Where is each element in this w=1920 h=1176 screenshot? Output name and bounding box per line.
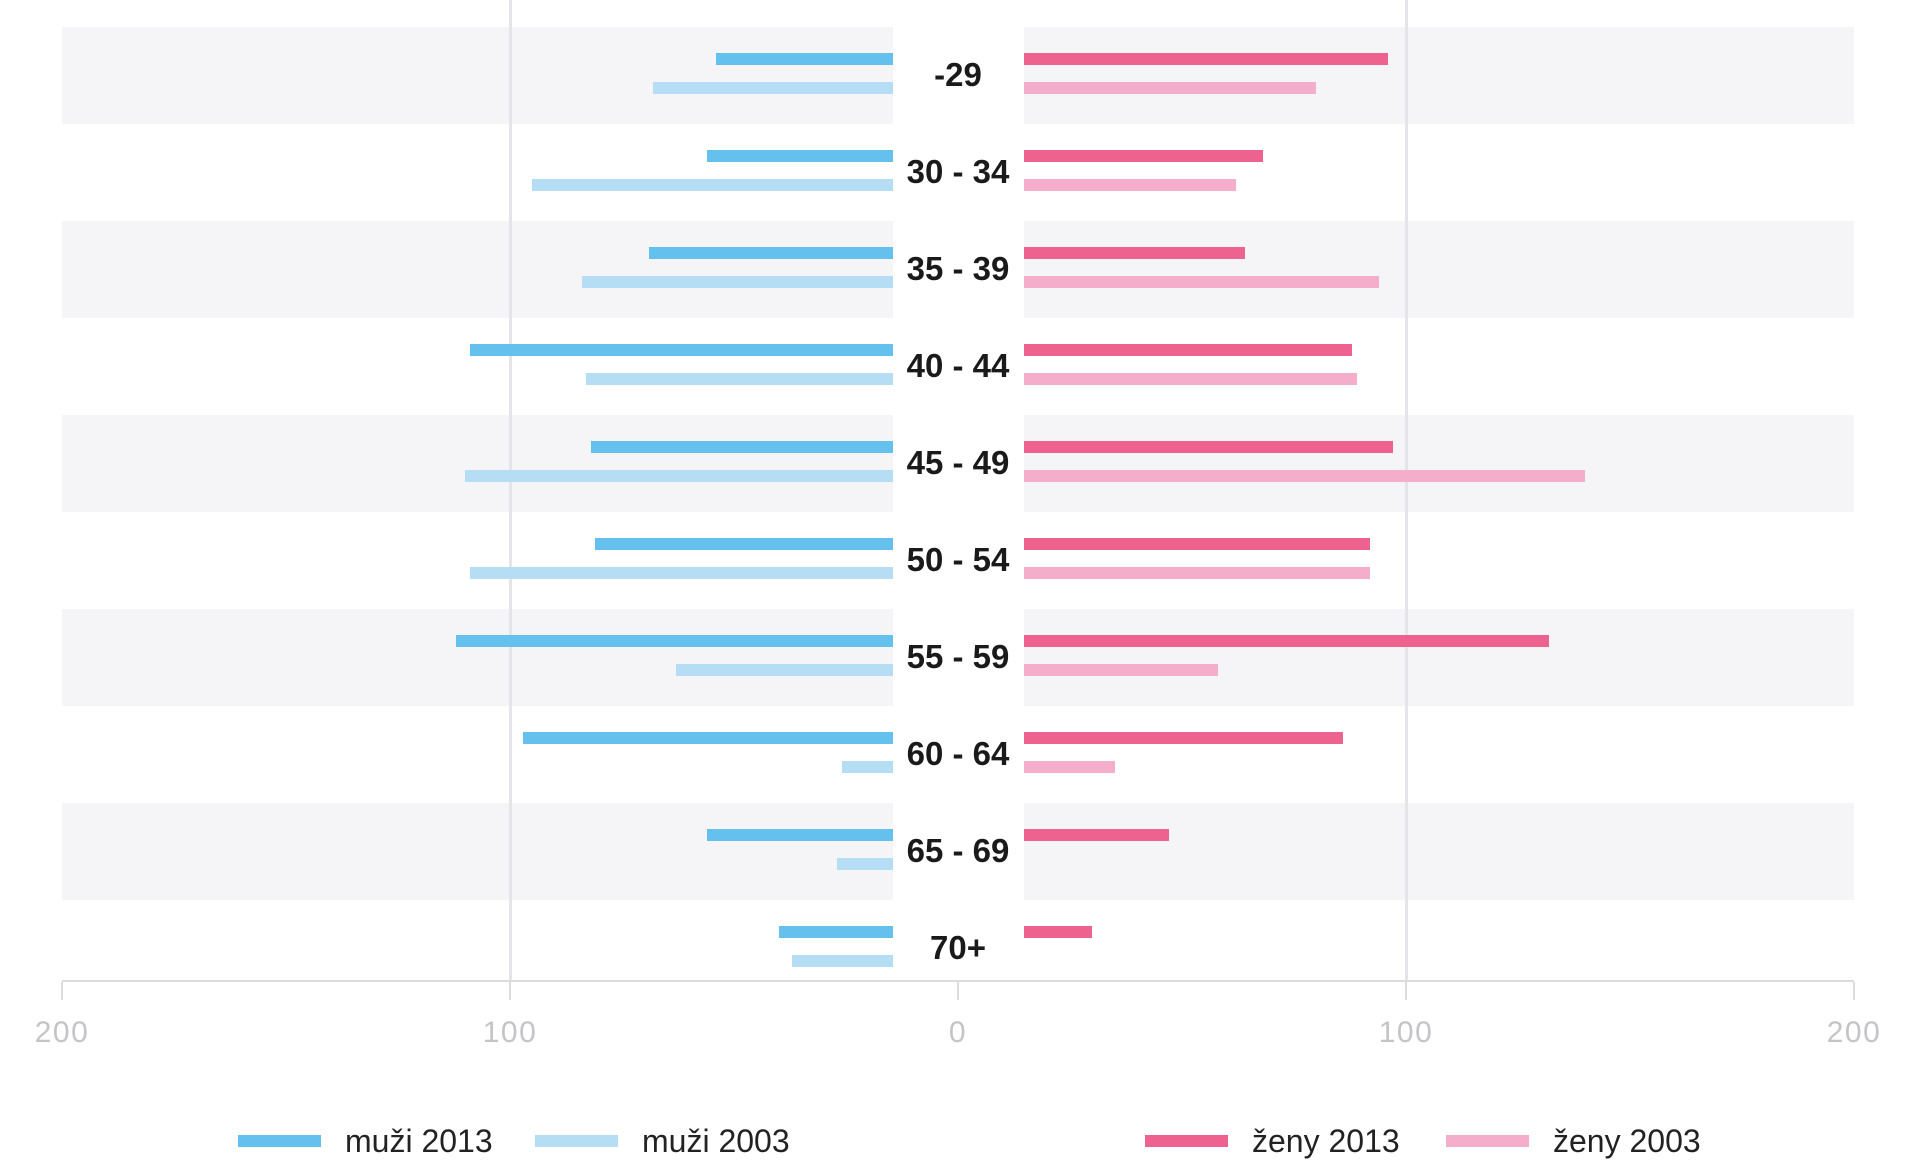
legend-item-muzi-2003: muži 2003 [535,1122,790,1160]
bar-right-2003-row-8 [1024,761,1115,773]
bar-left-2013-row-10 [778,926,893,938]
legend-item-zeny-2003: ženy 2003 [1446,1122,1701,1160]
legend-swatch-muzi-2003 [535,1135,618,1147]
x-tick-label-right-100: 100 [1378,1016,1434,1049]
x-axis-tick-4 [1405,982,1407,1000]
legend-item-muzi-2013: muži 2013 [238,1122,493,1160]
bar-left-2013-row-8 [523,732,893,744]
bar-left-2003-row-10 [792,955,893,967]
bar-right-2003-row-2 [1024,179,1236,191]
age-group-label-8: 60 - 64 [906,734,1010,772]
age-group-label-7: 55 - 59 [906,637,1010,675]
bar-right-2013-row-7 [1024,635,1550,647]
bar-right-2013-row-3 [1024,247,1245,259]
bar-left-2003-row-5 [465,470,893,482]
age-group-label-10: 70+ [930,928,986,966]
bar-left-2013-row-7 [456,635,893,647]
x-axis-tick-5 [1853,982,1855,1000]
bar-left-2003-row-3 [581,276,893,288]
bar-right-2003-row-4 [1024,373,1357,385]
bar-right-2003-row-5 [1024,470,1586,482]
bar-left-2003-row-1 [653,82,893,94]
bar-left-2013-row-2 [707,150,893,162]
bar-right-2003-row-7 [1024,664,1218,676]
bar-left-2013-row-1 [716,53,893,65]
bar-right-2003-row-6 [1024,567,1371,579]
bar-left-2003-row-8 [841,761,893,773]
bar-right-2013-row-2 [1024,150,1263,162]
bar-left-2013-row-3 [648,247,893,259]
age-group-label-4: 40 - 44 [906,346,1010,384]
bar-right-2003-row-3 [1024,276,1380,288]
age-group-label-9: 65 - 69 [906,831,1010,869]
bar-left-2003-row-9 [837,858,893,870]
bar-left-2013-row-6 [595,538,893,550]
bar-left-2003-row-2 [532,179,893,191]
age-group-label-1: -29 [934,55,982,93]
bar-left-2013-row-5 [590,441,893,453]
bar-right-2013-row-10 [1024,926,1093,938]
legend-item-zeny-2013: ženy 2013 [1145,1122,1400,1160]
x-axis-tick-3 [957,982,959,1000]
gridline-minus-100 [509,0,512,982]
bar-right-2013-row-9 [1024,829,1169,841]
legend-label-zeny-2013: ženy 2013 [1252,1122,1400,1159]
center-label-column [893,27,1024,982]
legend-label-muzi-2003: muži 2003 [642,1122,790,1159]
legend-swatch-muzi-2013 [238,1135,321,1147]
bar-right-2013-row-5 [1024,441,1393,453]
x-tick-label-left-200: 200 [34,1016,90,1049]
bar-right-2013-row-8 [1024,732,1344,744]
bar-right-2003-row-1 [1024,82,1317,94]
x-tick-label-right-200: 200 [1826,1016,1882,1049]
bar-right-2013-row-1 [1024,53,1389,65]
bar-left-2013-row-4 [469,344,893,356]
bar-left-2003-row-4 [586,373,893,385]
gridline-plus-100 [1405,0,1408,982]
bar-right-2013-row-6 [1024,538,1371,550]
age-group-label-5: 45 - 49 [906,443,1010,481]
age-group-label-2: 30 - 34 [906,152,1010,190]
x-tick-label-left-100: 100 [482,1016,538,1049]
age-group-label-6: 50 - 54 [906,540,1010,578]
x-tick-label-zero: 0 [948,1016,968,1049]
legend-label-zeny-2003: ženy 2003 [1553,1122,1701,1159]
bar-right-2013-row-4 [1024,344,1353,356]
legend-swatch-zeny-2003 [1446,1135,1529,1147]
bar-left-2003-row-6 [469,567,893,579]
legend-label-muzi-2013: muži 2013 [345,1122,493,1159]
x-axis-tick-2 [509,982,511,1000]
bar-left-2003-row-7 [675,664,893,676]
legend-swatch-zeny-2013 [1145,1135,1228,1147]
age-group-label-3: 35 - 39 [906,249,1010,287]
bar-left-2013-row-9 [707,829,893,841]
x-axis-line [62,980,1854,982]
x-axis-tick-1 [61,982,63,1000]
